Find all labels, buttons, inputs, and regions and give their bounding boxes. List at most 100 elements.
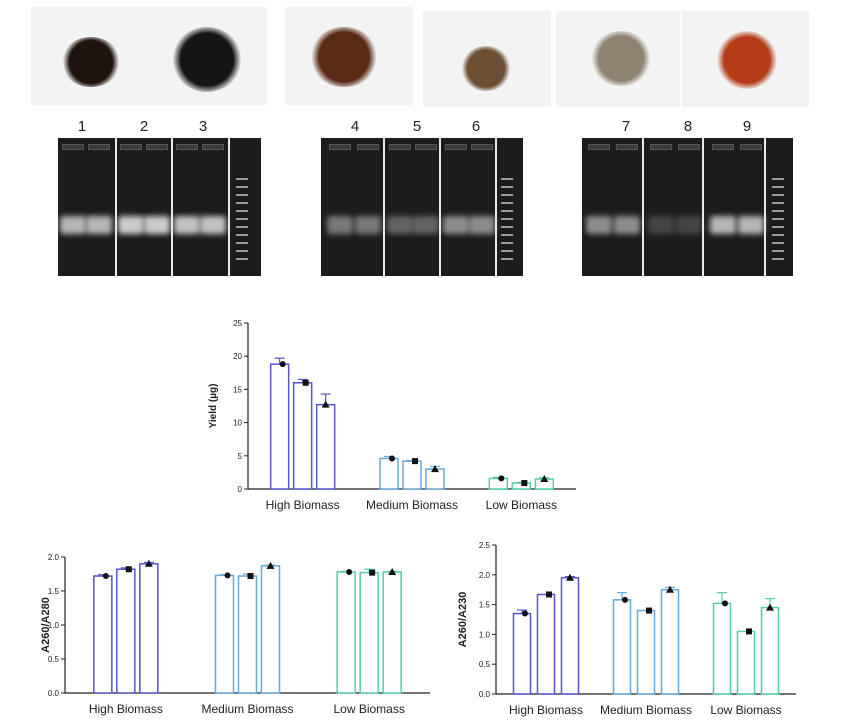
data-point [540,475,549,483]
bar [336,571,356,694]
gel-well [357,144,379,150]
ladder-band [772,258,784,260]
ladder-band [772,194,784,196]
category-label: High Biomass [89,702,163,716]
gel-divider [439,138,441,276]
ladder-band [236,226,248,228]
y-tick-label: 0.5 [479,660,491,669]
gel-well [678,144,700,150]
gel-well [389,144,411,150]
dna-band [387,216,413,234]
gel-divider [115,138,117,276]
a260-a280-chart: 0.0 0.5 1.0 1.5 2.0 A260/A280 High Biomass Medi… [40,553,430,716]
dna-band [413,216,439,234]
bar [512,612,532,695]
soil-pile [461,46,511,91]
sample-photo-3 [285,7,413,105]
ladder-band [501,202,513,204]
data-point [622,596,628,603]
ladder-band [236,242,248,244]
lane-number: 9 [742,118,752,135]
bar [402,460,422,490]
ladder-band [236,202,248,204]
data-point [224,572,231,579]
ladder-band [772,186,784,188]
y-tick-label: 1.5 [48,587,60,596]
bar [760,606,780,695]
gel-divider [764,138,766,276]
gel-well [712,144,734,150]
lane-number: 5 [412,118,422,135]
y-tick-label: 0.0 [479,690,491,699]
y-tick-label: 15 [233,385,242,394]
ladder-band [501,242,513,244]
dna-band [174,216,200,234]
bar [139,563,159,694]
dna-band [60,216,86,234]
ladder-band [772,178,784,180]
category-label: High Biomass [509,703,583,717]
bar [269,363,290,490]
category-label: Medium Biomass [366,498,458,512]
bar [116,568,136,694]
ladder-band [236,234,248,236]
ladder-band [236,178,248,180]
lane-number: 2 [139,118,149,135]
category-label: Medium Biomass [600,703,692,717]
bar [560,577,580,695]
a260-a230-chart: 0.0 0.5 1.0 1.5 2.0 2.5 A260/A230 High Biomass M… [457,541,796,717]
gel-well [120,144,142,150]
y-axis-label: Yield (µg) [208,384,219,429]
bar [93,575,113,694]
gel-well [176,144,198,150]
lane-number: 4 [350,118,360,135]
ladder-band [772,202,784,204]
y-axis-label: A260/A230 [457,592,469,648]
data-point [247,573,254,580]
gel-divider [383,138,385,276]
bar [712,602,732,695]
ladder-band [236,186,248,188]
dna-band [118,216,144,234]
bar [636,609,656,695]
yield-chart: 0 5 10 15 20 25 Yield (µg) High Biomass Medium B… [208,319,576,512]
ladder-band [772,218,784,220]
lane-number: 3 [198,118,208,135]
ladder-band [501,258,513,260]
data-point [388,567,397,575]
dna-band [738,216,764,234]
y-tick-label: 0.0 [48,689,60,698]
lane-number: 6 [471,118,481,135]
data-point [125,566,132,573]
dna-band [200,216,226,234]
ladder-band [772,226,784,228]
dna-band [469,216,495,234]
y-tick-label: 5 [238,452,243,461]
y-tick-label: 0.5 [48,655,60,664]
data-point [144,559,153,567]
bar [488,477,509,490]
sample-photo-5 [556,11,680,107]
data-point [546,591,552,598]
lane-number: 8 [683,118,693,135]
data-point [266,561,275,569]
gel-well [329,144,351,150]
category-label: Low Biomass [486,498,557,512]
ladder-band [772,250,784,252]
data-point [566,573,574,581]
bar [237,575,258,694]
bar [382,571,402,694]
bar [379,457,399,490]
ladder-band [501,250,513,252]
bar [612,599,632,695]
data-point [369,569,376,576]
dna-band [144,216,170,234]
soil-pile [591,31,651,86]
ladder-band [501,234,513,236]
gel-well [88,144,110,150]
dna-band [648,216,674,234]
ladder-band [236,194,248,196]
data-point [646,607,652,614]
gel-well [415,144,437,150]
data-point [431,465,439,473]
